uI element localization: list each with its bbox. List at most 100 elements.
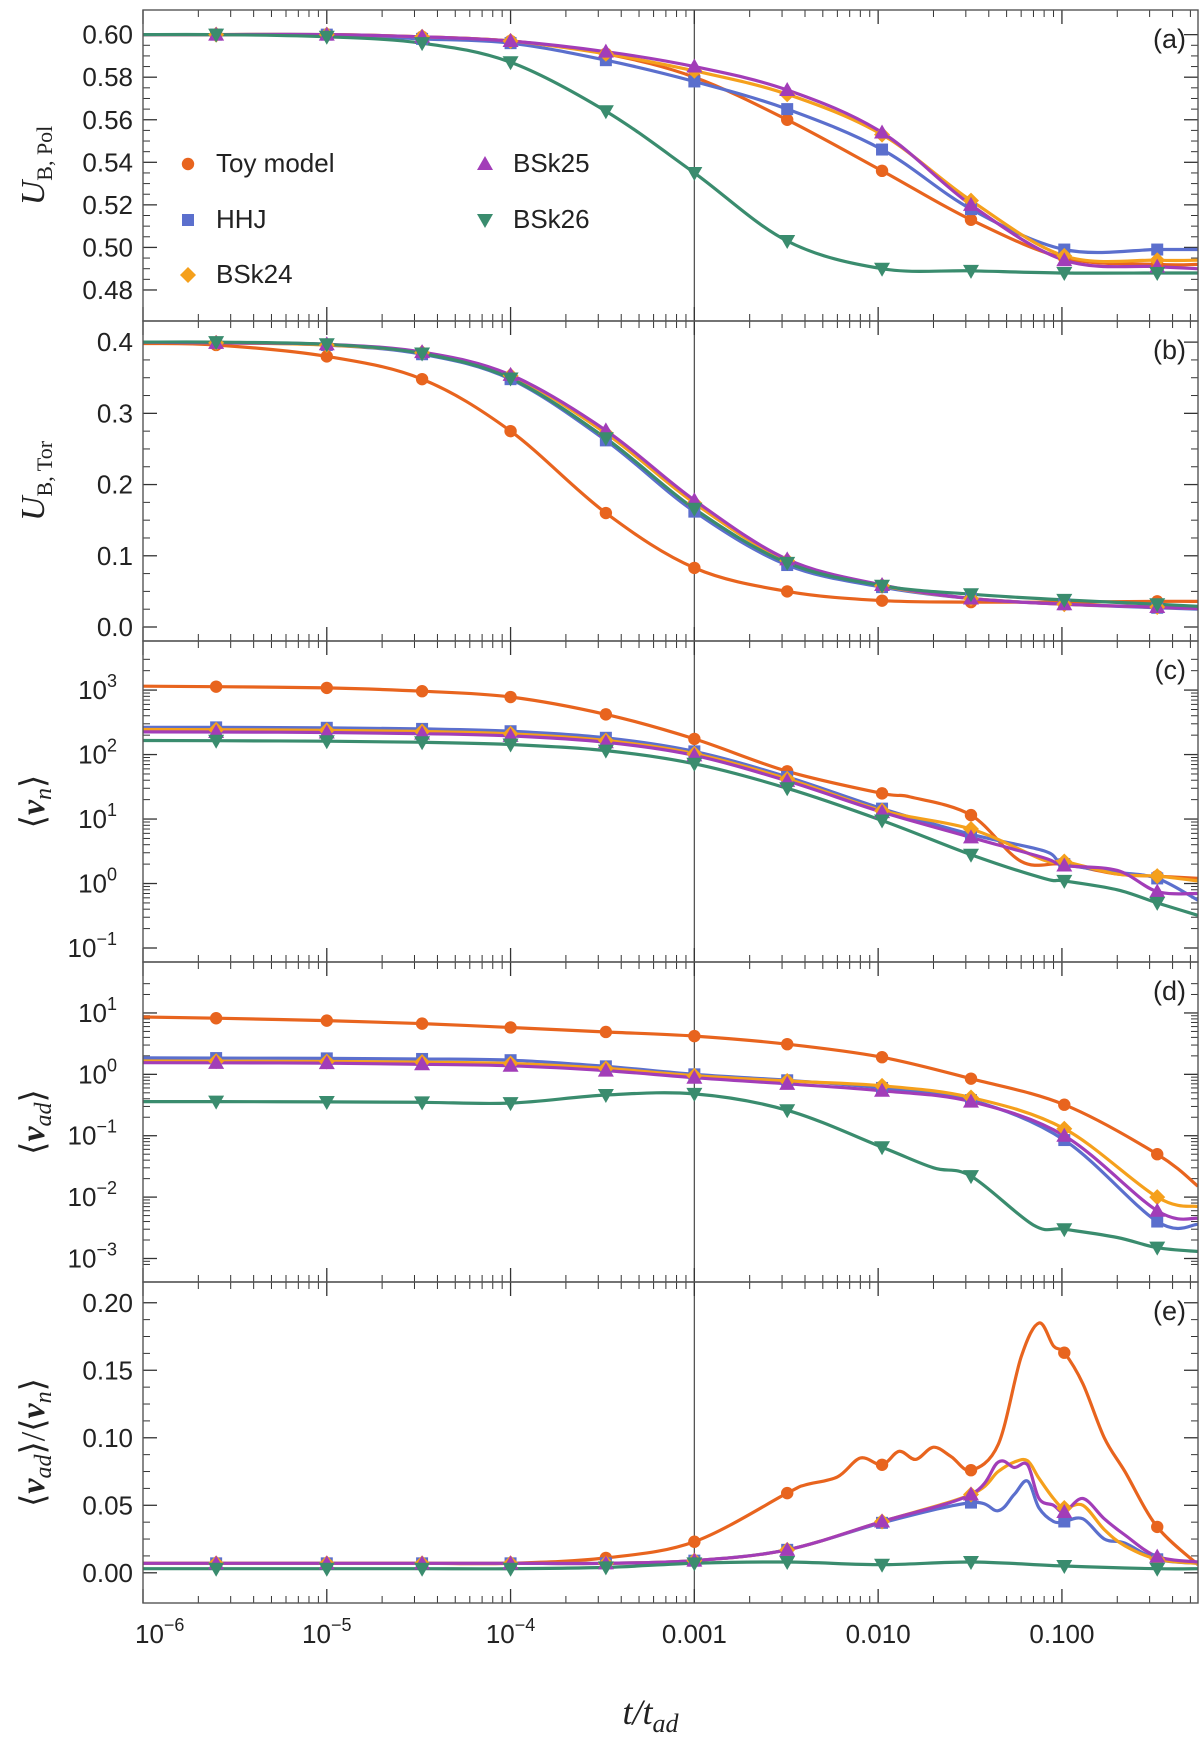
legend-item: BSk26 bbox=[477, 204, 590, 234]
legend-label: BSk26 bbox=[513, 204, 590, 234]
panel-tag: (e) bbox=[1153, 1296, 1186, 1326]
panel-tag: (a) bbox=[1153, 24, 1186, 54]
data-point-bsk25 bbox=[1056, 857, 1073, 872]
y-tick-label: 0.15 bbox=[82, 1355, 133, 1385]
tick-label-base: 10 bbox=[78, 998, 107, 1028]
series-line-bsk24 bbox=[143, 1059, 1198, 1209]
tick-label-exponent: 1 bbox=[107, 994, 117, 1014]
data-point-bsk25 bbox=[1149, 1202, 1166, 1217]
data-point-toy-model bbox=[964, 1072, 978, 1085]
y-axis-label-bracket: ⟩ bbox=[15, 775, 52, 788]
tick-label-base: 10 bbox=[135, 1619, 164, 1649]
data-point-bsk26 bbox=[208, 28, 225, 43]
panel-e: 0.000.050.100.150.20 (e)⟨vad⟩/⟨vn⟩ bbox=[15, 1281, 1199, 1604]
tick-label-base: 10 bbox=[78, 675, 107, 705]
series-line-toy-model bbox=[143, 1321, 1198, 1566]
x-tick-label: 10−6 bbox=[135, 1615, 184, 1649]
y-axis-label: UB, Pol bbox=[15, 126, 57, 206]
y-axis-label: ⟨vn⟩ bbox=[15, 775, 57, 829]
y-axis-label-sub: B, Tor bbox=[32, 440, 57, 496]
data-point-bsk26 bbox=[779, 1104, 796, 1119]
y-tick-label: 103 bbox=[78, 671, 117, 705]
data-point-hhj bbox=[688, 75, 701, 88]
y-axis-label-part: v bbox=[15, 1403, 52, 1419]
series-line-bsk25 bbox=[143, 340, 1198, 611]
data-point-toy-model bbox=[875, 594, 889, 607]
data-point-bsk26 bbox=[414, 1562, 431, 1577]
panel-a: 0.48 0.50 0.52 0.54 0.56 0.58 0.60 (a) UB, Pol bbox=[15, 9, 1199, 322]
panel-tag: (d) bbox=[1153, 976, 1186, 1006]
y-tick-label: 0.58 bbox=[82, 62, 133, 92]
data-point-bsk25 bbox=[502, 33, 519, 48]
series-line-hhj bbox=[143, 725, 1198, 902]
y-tick-label: 10−2 bbox=[68, 1178, 117, 1212]
y-ticks: 0.0 0.1 0.2 0.3 0.4 bbox=[97, 327, 1198, 642]
data-point-hhj bbox=[781, 103, 794, 116]
x-tick-label: 10−4 bbox=[486, 1615, 535, 1649]
data-point-bsk26 bbox=[686, 166, 703, 181]
data-point-bsk26 bbox=[1149, 1241, 1166, 1256]
tick-label-base: 10 bbox=[68, 1121, 97, 1151]
tick-label-exponent: −1 bbox=[96, 929, 117, 949]
data-point-toy-model bbox=[780, 1037, 794, 1051]
data-point-bsk26 bbox=[779, 235, 796, 250]
legend-label: Toy model bbox=[216, 148, 335, 178]
x-tick-label: 10−5 bbox=[302, 1615, 351, 1649]
y-tick-label: 10−1 bbox=[68, 1117, 117, 1151]
panels-layer: 0.480.500.520.540.560.580.60 (a)UB, Pol0.… bbox=[15, 9, 1199, 1604]
data-point-bsk26 bbox=[318, 1095, 335, 1110]
y-ticks: 0.00 0.05 0.10 0.15 0.20 bbox=[82, 1288, 1198, 1588]
tick-label-base: 10 bbox=[78, 740, 107, 770]
data-point-toy-model bbox=[599, 506, 613, 520]
x-axis-label-den: t bbox=[643, 1692, 654, 1732]
data-point-bsk26 bbox=[962, 1555, 979, 1570]
y-axis-label-sub: n bbox=[31, 788, 57, 800]
data-point-bsk26 bbox=[874, 262, 891, 277]
legend-item: BSk24 bbox=[180, 259, 293, 289]
data-point-bsk26 bbox=[962, 264, 979, 279]
y-axis-label-part: ⟩ bbox=[15, 1378, 52, 1391]
y-tick-label: 0.60 bbox=[82, 20, 133, 50]
data-point-bsk25 bbox=[874, 1513, 891, 1528]
series-line-bsk25 bbox=[143, 1061, 1198, 1221]
legend-marker bbox=[180, 267, 196, 283]
series-group bbox=[143, 1012, 1198, 1256]
legend-label: HHJ bbox=[216, 204, 267, 234]
data-point-bsk26 bbox=[686, 1557, 703, 1572]
y-tick-label: 0.2 bbox=[97, 470, 133, 500]
data-point-bsk26 bbox=[779, 1555, 796, 1570]
tick-label-base: 10 bbox=[68, 933, 97, 963]
data-point-toy-model bbox=[209, 1012, 223, 1025]
data-point-toy-model bbox=[320, 1014, 333, 1027]
data-point-bsk26 bbox=[318, 338, 335, 353]
x-axis-label: t/tad bbox=[622, 1692, 679, 1737]
y-axis-label-bracket: ⟩ bbox=[15, 1089, 52, 1102]
data-point-toy-model bbox=[1151, 1148, 1164, 1161]
series-group bbox=[143, 1321, 1198, 1577]
data-point-toy-model bbox=[599, 708, 613, 721]
data-point-toy-model bbox=[320, 681, 333, 695]
data-point-toy-model bbox=[964, 1463, 978, 1477]
data-point-toy-model bbox=[875, 164, 889, 178]
tick-label-base: 10 bbox=[486, 1619, 515, 1649]
data-point-bsk26 bbox=[414, 1096, 431, 1111]
data-point-bsk26 bbox=[208, 734, 225, 749]
data-point-bsk26 bbox=[874, 1141, 891, 1156]
series-line-hhj bbox=[143, 1479, 1198, 1566]
panel-tag: (b) bbox=[1153, 335, 1186, 365]
data-point-toy-model bbox=[964, 808, 978, 822]
data-point-bsk26 bbox=[962, 848, 979, 863]
data-point-toy-model bbox=[1058, 1346, 1071, 1359]
data-point-bsk25 bbox=[1056, 1504, 1073, 1519]
data-point-toy-model bbox=[688, 732, 701, 746]
series-line-bsk26 bbox=[143, 738, 1198, 917]
data-point-bsk25 bbox=[1149, 883, 1166, 898]
data-point-bsk26 bbox=[874, 814, 891, 829]
tick-label-exponent: −4 bbox=[515, 1615, 536, 1635]
data-point-bsk26 bbox=[208, 336, 225, 351]
